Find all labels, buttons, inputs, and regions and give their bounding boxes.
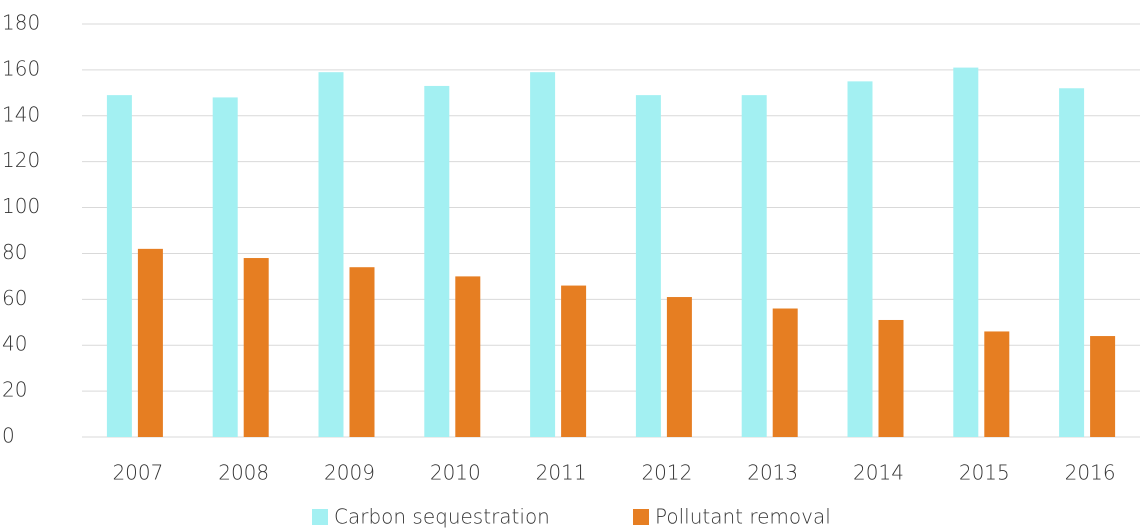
y-tick-label: 160 <box>2 56 40 80</box>
y-tick-label: 20 <box>2 378 27 402</box>
legend-label: Pollutant removal <box>655 505 831 529</box>
bar <box>318 72 344 437</box>
x-tick-label: 2008 <box>218 461 269 485</box>
legend-swatch <box>633 509 649 525</box>
y-tick-label: 140 <box>2 102 40 126</box>
bar <box>1090 336 1116 437</box>
bar <box>635 95 661 437</box>
x-tick-label: 2014 <box>853 461 904 485</box>
x-tick-label: 2009 <box>324 461 375 485</box>
bar <box>106 95 132 437</box>
bar <box>424 85 450 437</box>
bar <box>243 258 269 437</box>
bar <box>212 97 238 437</box>
y-tick-label: 80 <box>2 240 27 264</box>
legend-swatch <box>312 509 328 525</box>
x-tick-label: 2010 <box>430 461 481 485</box>
x-tick-label: 2012 <box>641 461 692 485</box>
bar <box>666 297 692 437</box>
x-tick-label: 2013 <box>747 461 798 485</box>
bar <box>772 308 798 437</box>
x-tick-label: 2015 <box>959 461 1010 485</box>
bar <box>561 285 587 437</box>
y-tick-label: 0 <box>2 424 15 448</box>
y-tick-label: 180 <box>2 11 40 35</box>
x-tick-label: 2011 <box>536 461 587 485</box>
bar <box>530 72 556 437</box>
bar <box>984 331 1010 437</box>
y-tick-label: 40 <box>2 332 27 356</box>
bar <box>455 276 481 437</box>
y-tick-label: 60 <box>2 286 27 310</box>
bar <box>1059 88 1085 437</box>
x-tick-label: 2016 <box>1065 461 1116 485</box>
bar <box>847 81 873 437</box>
bar <box>741 95 767 437</box>
legend-label: Carbon sequestration <box>334 505 550 529</box>
bar <box>878 319 904 437</box>
bar <box>137 248 163 437</box>
x-tick-label: 2007 <box>112 461 163 485</box>
bar <box>953 67 979 437</box>
y-tick-label: 120 <box>2 148 40 172</box>
bar <box>349 267 375 437</box>
y-tick-label: 100 <box>2 194 40 218</box>
